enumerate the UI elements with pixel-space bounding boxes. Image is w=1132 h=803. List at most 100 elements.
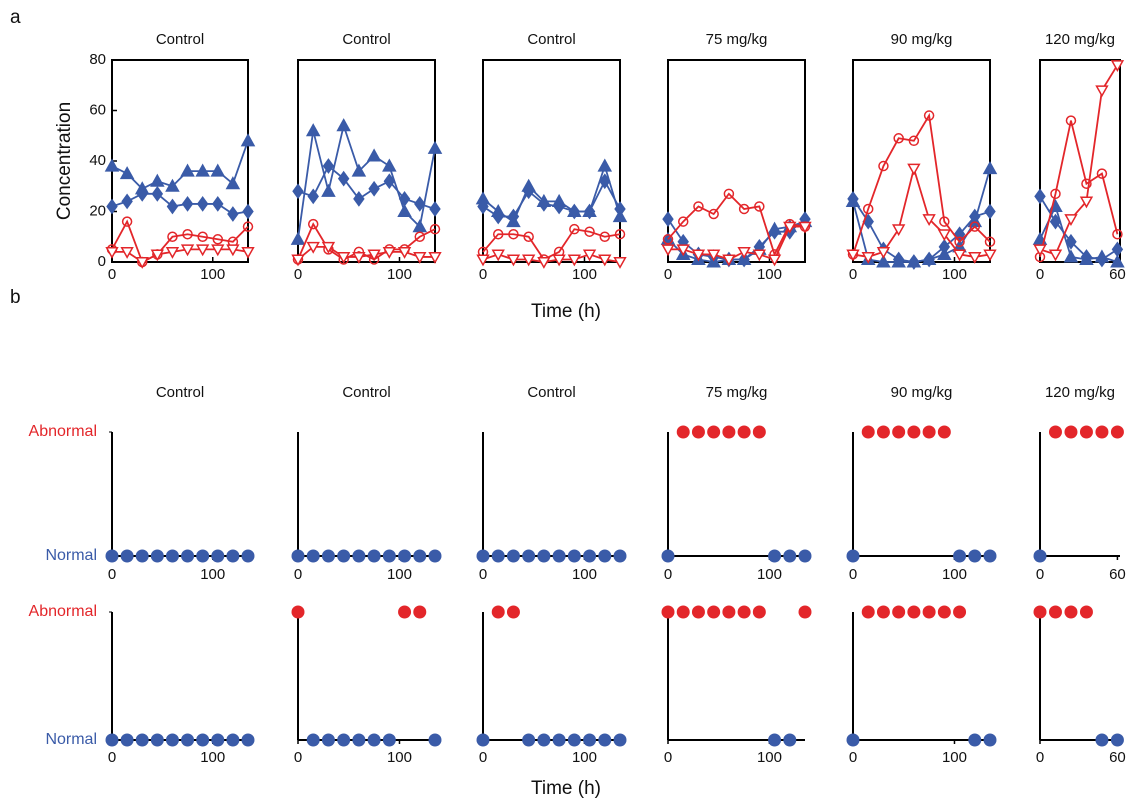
x-tick-label: 60 [1109,266,1126,283]
x-tick-label: 0 [849,566,857,583]
marker [241,246,255,259]
state-dot [953,605,967,619]
marker [1096,251,1108,268]
y-axis-label: Concentration [54,102,75,220]
chart-title: 90 mg/kg [891,384,953,401]
marker [923,251,935,268]
marker [166,198,179,215]
marker [908,254,920,270]
marker [337,170,350,187]
series-line [1039,120,1119,258]
marker [737,246,751,259]
marker [106,198,118,215]
state-dot [737,425,751,439]
marker [522,183,535,200]
state-dot [707,605,721,619]
marker [397,246,412,259]
marker [414,231,426,242]
marker [507,208,520,225]
marker [383,173,396,190]
state-dot [707,425,721,439]
marker [321,241,336,254]
x-tick-label: 0 [1036,749,1044,766]
marker [428,252,442,264]
marker [242,203,254,220]
state-dot [613,549,627,563]
series-line [112,248,249,264]
marker [537,257,551,269]
state-dot [676,425,690,439]
state-dot [892,425,906,439]
state-dot [428,549,442,563]
y-tick-label: 20 [89,202,106,219]
series-line [1039,64,1119,256]
marker [366,148,382,162]
state-dot [398,549,412,563]
chart-title: 120 mg/kg [1045,31,1115,48]
marker [892,251,905,268]
marker [1095,85,1109,98]
series-line [297,122,436,240]
marker [954,236,965,248]
state-dot [1095,733,1109,747]
state-dot [367,733,381,747]
x-tick-label: 60 [1109,566,1126,583]
marker [227,206,239,222]
marker [182,228,193,240]
state-dot [105,733,119,747]
state-dot [876,425,890,439]
marker [939,216,950,227]
x-tick-label: 100 [757,749,782,766]
state-dot [922,605,936,619]
state-dot [861,425,875,439]
plot-frame [111,59,249,263]
series-line [667,192,806,257]
state-dot [1048,425,1062,439]
state-dot [567,549,581,563]
x-tick-label: 0 [294,566,302,583]
marker [521,254,536,267]
state-dot [783,733,797,747]
chart-title: Control [342,31,390,48]
marker [723,188,735,200]
state-dot [968,733,982,747]
marker [151,185,164,202]
state-dot [306,733,320,747]
marker [427,140,443,154]
chart-title: Control [342,384,390,401]
marker [984,236,996,248]
state-dot [413,549,427,563]
state-dot [196,549,210,563]
chart-title: Control [156,31,204,48]
state-dot [291,549,305,563]
state-dot [150,733,164,747]
marker [1033,244,1047,257]
marker [1034,188,1046,205]
state-dot [953,549,967,563]
state-dot [676,605,690,619]
marker [598,254,612,267]
state-dot [768,733,782,747]
chart-title: 75 mg/kg [706,384,768,401]
marker [491,249,505,262]
state-dot [768,549,782,563]
marker [181,196,194,212]
plot-frame [852,59,991,263]
marker [197,231,208,242]
state-dot [226,549,240,563]
marker [150,173,165,187]
marker [476,254,490,267]
marker [1081,178,1092,189]
marker [413,252,427,264]
marker [584,226,595,237]
state-dot [798,605,812,619]
marker [382,158,397,172]
marker [306,241,320,254]
marker [121,193,133,210]
state-dot [783,549,797,563]
x-tick-label: 0 [294,266,302,283]
marker [397,203,412,218]
state-dot [1110,733,1124,747]
state-dot [428,733,442,747]
marker [195,244,210,257]
